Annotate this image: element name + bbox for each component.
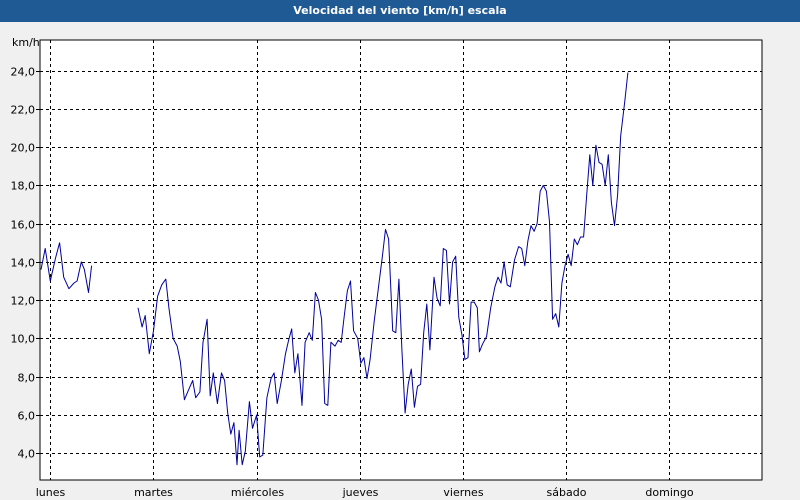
y-axis: 24,0 22,0 20,0 18,0 16,0 14,0 12,0 10,0 8,0 6,0 4,…: [11, 66, 40, 461]
y-tick-label: 24,0: [11, 66, 36, 79]
x-tick-day: domingo: [645, 486, 693, 499]
y-tick-label: 14,0: [11, 257, 36, 270]
y-tick-label: 18,0: [11, 180, 36, 193]
y-tick-label: 4,0: [18, 448, 36, 461]
x-axis: lunes07/03/22martes08/03/22miércoles09/0…: [36, 486, 694, 499]
plot-background: [39, 39, 763, 481]
y-axis-label: km/h: [12, 36, 40, 49]
x-tick-day: lunes: [36, 486, 66, 499]
chart-title: Velocidad del viento [km/h] escala: [0, 0, 800, 22]
y-tick-label: 6,0: [18, 410, 36, 423]
y-tick-label: 12,0: [11, 295, 36, 308]
grid: [40, 40, 762, 480]
series-lines: [40, 72, 629, 466]
y-tick-label: 10,0: [11, 333, 36, 346]
x-tick-day: miércoles: [231, 486, 284, 499]
wind-speed-chart: 24,0 22,0 20,0 18,0 16,0 14,0 12,0 10,0 8,0 6,0 4,…: [11, 36, 763, 499]
y-tick-label: 8,0: [18, 372, 36, 385]
series-line: [40, 242, 93, 293]
x-tick-day: viernes: [443, 486, 483, 499]
x-tick-day: jueves: [342, 486, 379, 499]
series-line: [137, 72, 629, 466]
y-tick-label: 20,0: [11, 142, 36, 155]
y-tick-label: 22,0: [11, 104, 36, 117]
x-tick-day: sábado: [547, 486, 587, 499]
x-tick-day: martes: [134, 486, 173, 499]
y-tick-label: 16,0: [11, 219, 36, 232]
